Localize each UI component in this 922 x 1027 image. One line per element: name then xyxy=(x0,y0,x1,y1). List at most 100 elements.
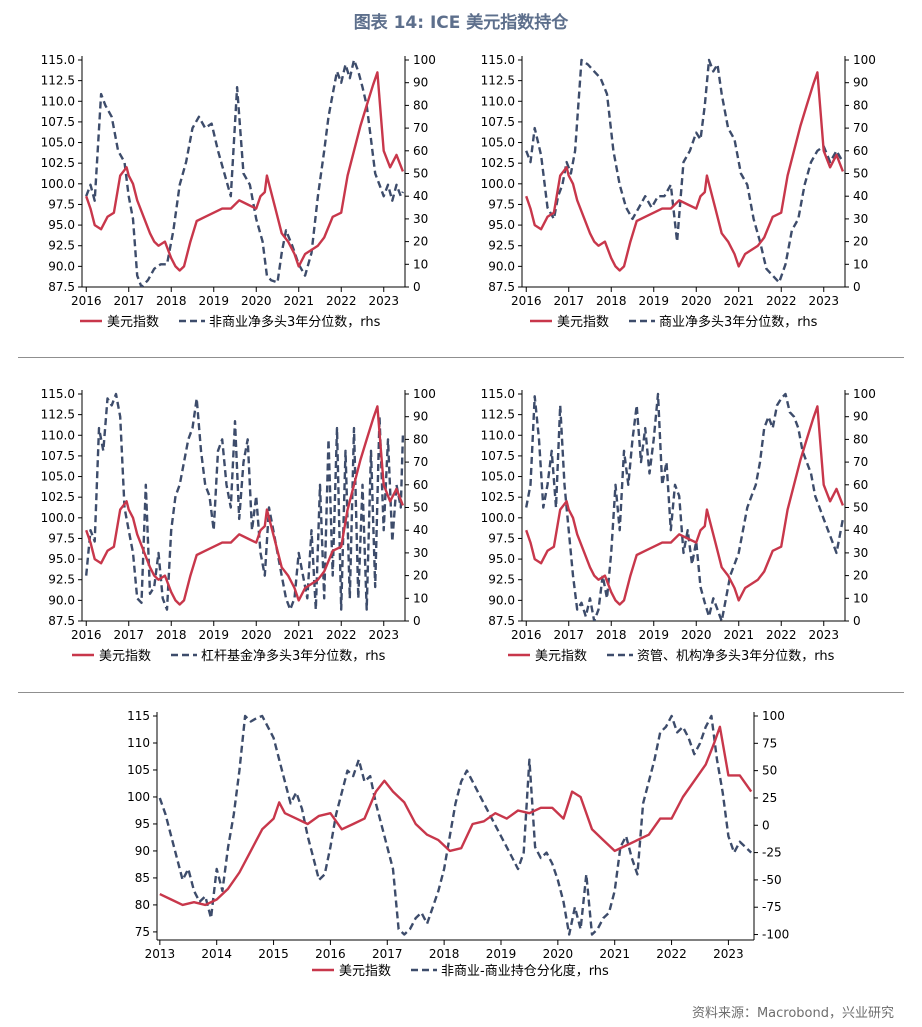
y-left-tick-label: 90 xyxy=(135,844,150,858)
x-tick-label: 2019 xyxy=(486,947,517,961)
y-left-tick-label: 115.0 xyxy=(481,387,515,401)
y-left-tick-label: 92.5 xyxy=(48,573,75,587)
dxy-series-line xyxy=(85,405,405,606)
x-tick-label: 2019 xyxy=(198,294,229,308)
x-tick-label: 2022 xyxy=(326,294,357,308)
y-left-tick-label: 100.0 xyxy=(481,511,515,525)
y-right-tick-label: 100 xyxy=(853,53,876,67)
y-left-tick-label: 115.0 xyxy=(481,53,515,67)
x-tick-label: 2016 xyxy=(511,628,542,642)
y-left-tick-label: 100.0 xyxy=(41,177,75,191)
y-right-tick-label: 40 xyxy=(413,189,428,203)
y-right-tick-label: 50 xyxy=(762,764,777,778)
y-right-tick-label: 30 xyxy=(413,546,428,560)
legend-label-dxy: 美元指数 xyxy=(99,649,151,664)
y-left-tick-label: 110 xyxy=(127,736,150,750)
y-right-tick-label: -100 xyxy=(762,928,789,942)
x-tick-label: 2018 xyxy=(156,628,187,642)
legend-label-dxy: 美元指数 xyxy=(107,315,159,330)
x-tick-label: 2017 xyxy=(113,628,144,642)
x-tick-label: 2020 xyxy=(241,628,272,642)
position-series-line xyxy=(85,58,404,287)
y-left-tick-label: 97.5 xyxy=(488,197,515,211)
y-right-tick-label: 20 xyxy=(413,235,428,249)
dxy-series-line xyxy=(525,71,845,272)
y-left-tick-label: 100 xyxy=(127,790,150,804)
y-right-tick-label: 80 xyxy=(853,432,868,446)
x-tick-label: 2021 xyxy=(723,628,754,642)
y-left-tick-label: 100.0 xyxy=(481,177,515,191)
y-right-tick-label: 70 xyxy=(413,455,428,469)
x-tick-label: 2023 xyxy=(368,294,399,308)
y-left-tick-label: 100.0 xyxy=(41,511,75,525)
y-left-tick-label: 87.5 xyxy=(48,614,75,628)
y-left-tick-label: 115.0 xyxy=(41,53,75,67)
y-right-tick-label: 0 xyxy=(762,818,770,832)
legend-label-position: 杠杆基金净多头3年分位数，rhs xyxy=(201,648,386,664)
y-left-tick-label: 102.5 xyxy=(41,156,75,170)
y-right-tick-label: 10 xyxy=(853,257,868,271)
x-tick-label: 2017 xyxy=(372,947,403,961)
y-right-tick-label: -25 xyxy=(762,846,782,860)
y-left-tick-label: 95.0 xyxy=(48,552,75,566)
x-tick-label: 2016 xyxy=(71,628,102,642)
y-left-tick-label: 115.0 xyxy=(41,387,75,401)
y-left-tick-label: 107.5 xyxy=(41,449,75,463)
source-note: 资料来源：Macrobond，兴业研究 xyxy=(691,1006,894,1021)
x-tick-label: 2020 xyxy=(543,947,574,961)
y-right-tick-label: 0 xyxy=(853,280,861,294)
y-left-tick-label: 95.0 xyxy=(488,218,515,232)
y-left-tick-label: 92.5 xyxy=(488,239,515,253)
y-right-tick-label: 75 xyxy=(762,736,777,750)
y-right-tick-label: 20 xyxy=(853,235,868,249)
y-left-tick-label: 107.5 xyxy=(481,449,515,463)
y-left-tick-label: 90.0 xyxy=(48,259,75,273)
x-tick-label: 2017 xyxy=(113,294,144,308)
y-right-tick-label: 50 xyxy=(853,167,868,181)
y-right-tick-label: 90 xyxy=(853,410,868,424)
x-tick-label: 2013 xyxy=(145,947,176,961)
y-left-tick-label: 112.5 xyxy=(41,408,75,422)
legend-label-dxy: 美元指数 xyxy=(557,315,609,330)
position-series-line xyxy=(525,58,844,284)
x-tick-label: 2018 xyxy=(596,628,627,642)
y-left-tick-label: 87.5 xyxy=(488,280,515,294)
x-tick-label: 2018 xyxy=(429,947,460,961)
y-left-tick-label: 110.0 xyxy=(481,428,515,442)
y-right-tick-label: 80 xyxy=(413,98,428,112)
y-left-tick-label: 87.5 xyxy=(488,614,515,628)
x-tick-label: 2023 xyxy=(713,947,744,961)
x-tick-label: 2022 xyxy=(326,628,357,642)
x-tick-label: 2020 xyxy=(241,294,272,308)
x-tick-label: 2022 xyxy=(766,294,797,308)
y-right-tick-label: 80 xyxy=(413,432,428,446)
x-tick-label: 2023 xyxy=(808,294,839,308)
x-tick-label: 2016 xyxy=(71,294,102,308)
y-right-tick-label: 50 xyxy=(853,501,868,515)
y-left-tick-label: 75 xyxy=(135,925,150,939)
x-tick-label: 2018 xyxy=(596,294,627,308)
y-right-tick-label: 0 xyxy=(413,614,421,628)
separator xyxy=(18,692,904,693)
y-right-tick-label: -50 xyxy=(762,873,782,887)
y-right-tick-label: 0 xyxy=(413,280,421,294)
y-left-tick-label: 80 xyxy=(135,898,150,912)
y-left-tick-label: 105.0 xyxy=(41,136,75,150)
y-left-tick-label: 107.5 xyxy=(41,115,75,129)
dxy-series-line xyxy=(525,405,845,606)
y-right-tick-label: 100 xyxy=(413,53,436,67)
y-left-tick-label: 110.0 xyxy=(481,94,515,108)
x-tick-label: 2023 xyxy=(808,628,839,642)
y-left-tick-label: 102.5 xyxy=(481,156,515,170)
x-tick-label: 2016 xyxy=(315,947,346,961)
y-right-tick-label: -75 xyxy=(762,900,782,914)
x-tick-label: 2020 xyxy=(681,628,712,642)
y-right-tick-label: 20 xyxy=(853,569,868,583)
dxy-series-line xyxy=(85,71,405,272)
y-left-tick-label: 112.5 xyxy=(41,74,75,88)
figure-title: 图表 14: ICE 美元指数持仓 xyxy=(353,13,569,33)
y-left-tick-label: 110.0 xyxy=(41,94,75,108)
y-left-tick-label: 112.5 xyxy=(481,408,515,422)
y-right-tick-label: 100 xyxy=(853,387,876,401)
